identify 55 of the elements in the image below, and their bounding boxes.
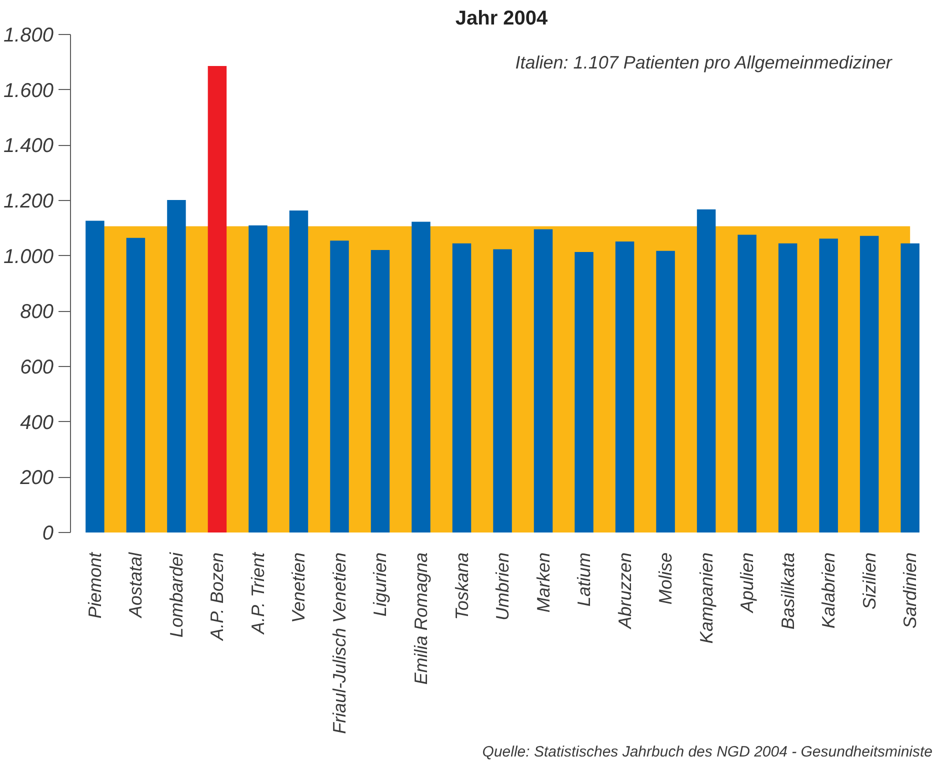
bar bbox=[289, 210, 308, 532]
x-tick-label: Aostatal bbox=[126, 552, 146, 619]
x-tick-label: Apulien bbox=[737, 552, 758, 614]
y-tick-label: 1.400 bbox=[3, 135, 54, 158]
y-tick-label: 1.200 bbox=[3, 190, 54, 212]
x-tick-label: Latium bbox=[574, 552, 594, 607]
bar bbox=[574, 252, 594, 532]
bar bbox=[86, 220, 104, 532]
y-tick-label: 800 bbox=[20, 301, 54, 324]
bar bbox=[208, 66, 227, 532]
bar bbox=[126, 238, 146, 532]
y-tick-label: 600 bbox=[20, 356, 54, 378]
x-tick-label: Ligurien bbox=[370, 552, 390, 617]
x-tick-label: Piemont bbox=[84, 552, 105, 619]
bar bbox=[330, 240, 349, 532]
x-tick-label: Emilia Romagna bbox=[411, 552, 432, 685]
bar bbox=[656, 250, 675, 532]
x-tick-label: Sizilien bbox=[859, 552, 880, 610]
x-tick-label: Friaul-Julisch Venetien bbox=[329, 552, 350, 734]
x-tick-label: Umbrien bbox=[492, 552, 513, 621]
x-tick-label: Abruzzen bbox=[614, 552, 635, 630]
source-note: Quelle: Statistisches Jahrbuch des NGD 2004 - Gesundheitsministe bbox=[482, 744, 933, 760]
y-tick-label: 400 bbox=[20, 412, 54, 434]
x-tick-label: Lombardei bbox=[166, 552, 186, 638]
bar bbox=[167, 200, 186, 532]
bar bbox=[819, 238, 838, 532]
bar bbox=[493, 249, 512, 532]
x-tick-label: A.P. Bozen bbox=[207, 552, 228, 642]
y-tick-label: 1.000 bbox=[3, 246, 54, 268]
bar bbox=[534, 229, 553, 532]
bar bbox=[696, 209, 716, 532]
y-tick-label: 200 bbox=[19, 467, 54, 490]
x-tick-label: Marken bbox=[533, 552, 554, 613]
x-tick-label: Kalabrien bbox=[818, 552, 839, 629]
bar bbox=[900, 243, 920, 532]
bar bbox=[778, 243, 798, 532]
x-tick-label: Sardinien bbox=[900, 552, 920, 629]
x-tick-label: A.P. Trient bbox=[248, 552, 268, 635]
annotation: Italien: 1.107 Patienten pro Allgemeinmediziner bbox=[515, 52, 893, 72]
bar bbox=[370, 250, 390, 532]
bar bbox=[860, 236, 879, 532]
chart-title: Jahr 2004 bbox=[455, 8, 549, 30]
x-tick-label: Kampanien bbox=[696, 552, 716, 644]
bar bbox=[248, 225, 268, 532]
x-tick-label: Toskana bbox=[452, 552, 472, 620]
y-tick-label: 1.800 bbox=[3, 24, 54, 46]
bar bbox=[738, 234, 756, 532]
y-tick-label: 1.600 bbox=[3, 80, 54, 102]
y-tick-label: 0 bbox=[42, 522, 54, 544]
x-tick-label: Basilikata bbox=[778, 552, 798, 630]
x-tick-label: Venetien bbox=[288, 552, 309, 623]
bar bbox=[412, 222, 430, 532]
x-tick-label: Molise bbox=[656, 552, 676, 605]
bar bbox=[452, 243, 472, 532]
bar bbox=[615, 241, 634, 532]
